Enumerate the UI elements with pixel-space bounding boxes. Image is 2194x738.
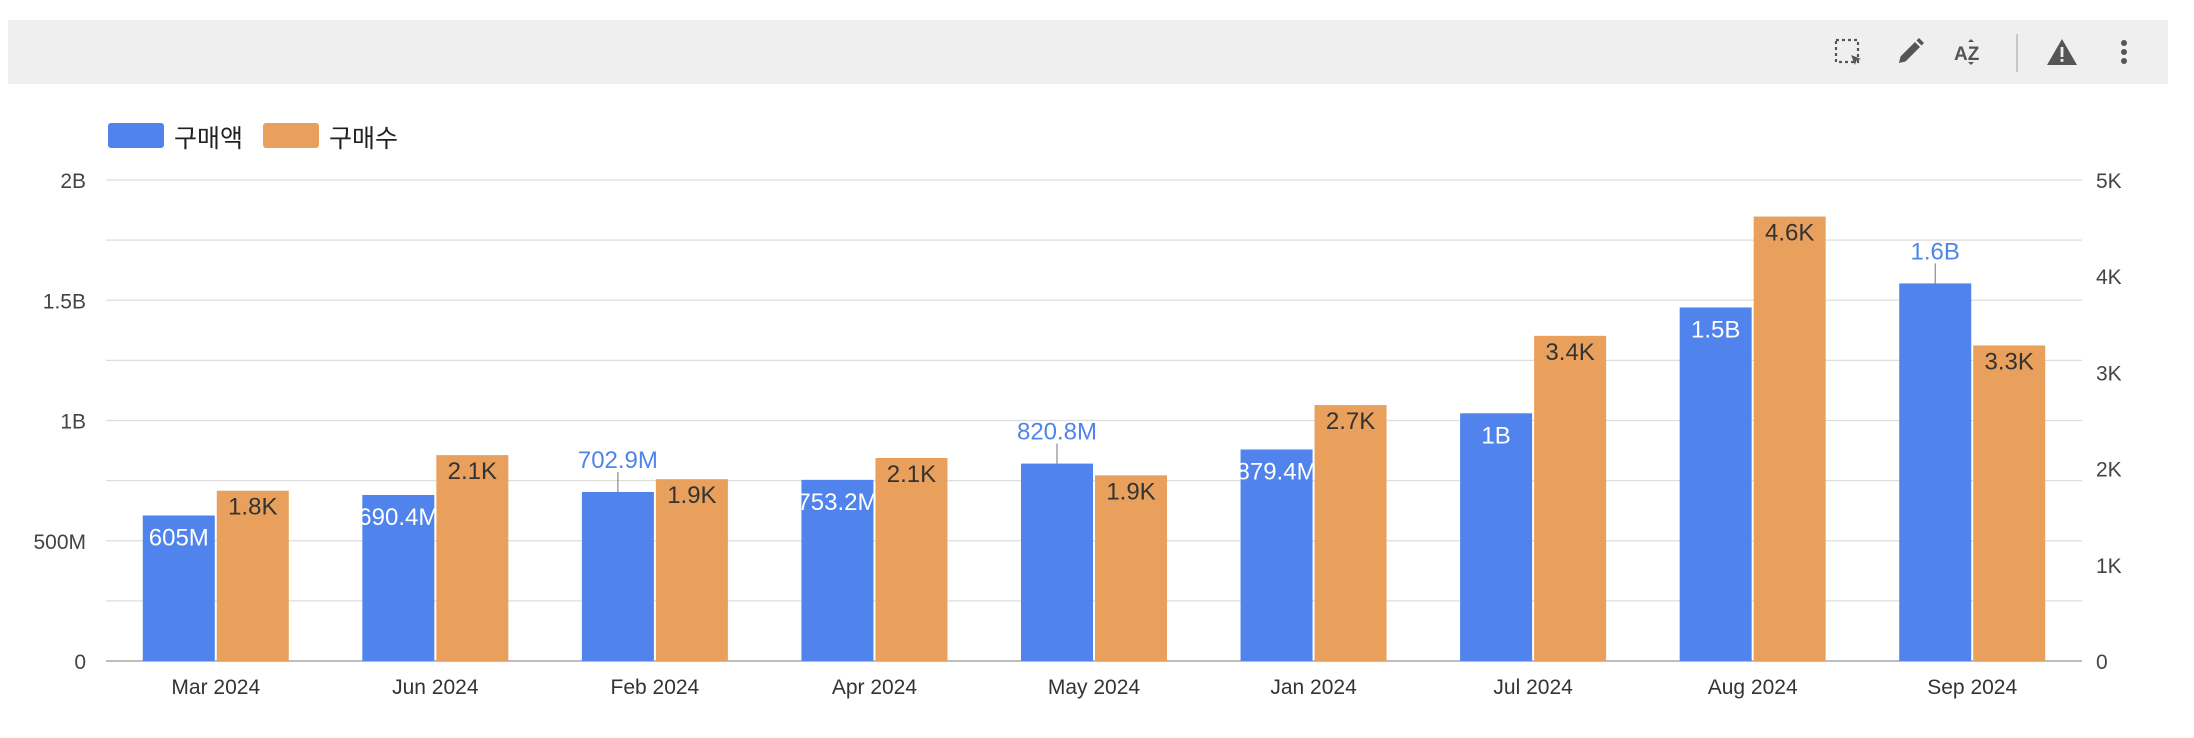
bar-purchase-count xyxy=(875,458,948,661)
y-right-tick-label: 2K xyxy=(2096,459,2122,482)
bar-purchase-count xyxy=(216,490,289,661)
bar-purchase-amount xyxy=(581,491,654,661)
x-tick-label: Sep 2024 xyxy=(1927,676,2017,699)
x-tick-label: Jun 2024 xyxy=(392,676,479,699)
bar-purchase-amount xyxy=(362,494,435,661)
warning-icon[interactable] xyxy=(2044,34,2080,70)
data-label-purchase-amount: 702.9M xyxy=(578,447,658,474)
y-right-tick-label: 3K xyxy=(2096,362,2122,385)
data-label-purchase-count: 3.4K xyxy=(1545,339,1594,366)
bar-purchase-count xyxy=(1973,345,2046,661)
y-right-tick-label: 1K xyxy=(2096,555,2122,578)
x-tick-label: Jan 2024 xyxy=(1270,676,1357,699)
y-right-tick-label: 4K xyxy=(2096,266,2122,289)
chart-toolbar: AZ xyxy=(8,20,2168,84)
y-left-tick-label: 0 xyxy=(74,651,86,674)
y-left-tick-label: 1B xyxy=(60,411,86,434)
legend-swatch-purchase-count xyxy=(263,123,319,148)
data-label-purchase-amount: 1.6B xyxy=(1911,238,1960,265)
data-label-purchase-count: 2.1K xyxy=(448,458,497,485)
more-vert-icon[interactable] xyxy=(2106,34,2142,70)
legend-label-purchase-count: 구매수 xyxy=(329,125,399,153)
y-left-tick-label: 2B xyxy=(60,170,86,193)
bar-purchase-amount xyxy=(801,479,874,661)
legend-label-purchase-amount: 구매액 xyxy=(174,125,244,153)
data-label-purchase-count: 4.6K xyxy=(1765,220,1814,247)
legend-swatch-purchase-amount xyxy=(108,123,164,148)
x-tick-label: Feb 2024 xyxy=(611,676,700,699)
data-label-purchase-count: 2.7K xyxy=(1326,408,1375,435)
bar-purchase-count xyxy=(1095,475,1167,661)
data-label-purchase-count: 2.1K xyxy=(887,461,936,488)
data-label-purchase-count: 1.9K xyxy=(667,482,716,509)
bar-purchase-count xyxy=(436,455,509,661)
y-right-tick-label: 5K xyxy=(2096,170,2122,193)
data-label-purchase-amount: 753.2M xyxy=(797,489,877,516)
y-right-tick-label: 0 xyxy=(2096,651,2108,674)
bar-purchase-count xyxy=(655,479,728,661)
bar-purchase-amount xyxy=(1679,307,1752,661)
bar-purchase-amount xyxy=(1240,449,1313,661)
data-label-purchase-count: 1.8K xyxy=(228,494,277,521)
bar-purchase-count xyxy=(1753,216,1826,661)
y-left-tick-label: 1.5B xyxy=(43,290,86,313)
data-label-purchase-amount: 1B xyxy=(1481,422,1510,449)
y-left-tick-label: 500M xyxy=(33,531,86,554)
data-label-purchase-amount: 879.4M xyxy=(1237,459,1317,486)
data-label-purchase-amount: 690.4M xyxy=(358,504,438,531)
bar-purchase-count xyxy=(1314,405,1387,661)
select-area-icon[interactable] xyxy=(1830,34,1866,70)
x-tick-label: Apr 2024 xyxy=(832,676,918,699)
data-label-purchase-count: 3.3K xyxy=(1985,348,2034,375)
data-label-purchase-amount: 1.5B xyxy=(1691,316,1740,343)
sort-az-text: AZ xyxy=(1954,44,1980,65)
toolbar-divider xyxy=(2016,34,2018,72)
bar-purchase-amount xyxy=(142,515,215,661)
data-label-purchase-amount: 820.8M xyxy=(1017,419,1097,446)
x-tick-label: May 2024 xyxy=(1048,676,1141,699)
x-tick-label: Aug 2024 xyxy=(1708,676,1798,699)
x-tick-label: Mar 2024 xyxy=(171,676,260,699)
bar-purchase-count xyxy=(1534,335,1607,661)
data-label-purchase-count: 1.9K xyxy=(1106,478,1155,505)
sort-az-icon[interactable]: AZ xyxy=(1953,34,1989,70)
edit-pencil-icon[interactable] xyxy=(1892,34,1928,70)
x-tick-label: Jul 2024 xyxy=(1493,676,1573,699)
data-label-purchase-amount: 605M xyxy=(149,524,209,551)
bar-purchase-amount xyxy=(1021,463,1093,661)
bar-purchase-amount xyxy=(1460,413,1533,661)
bar-purchase-amount xyxy=(1899,283,1972,661)
